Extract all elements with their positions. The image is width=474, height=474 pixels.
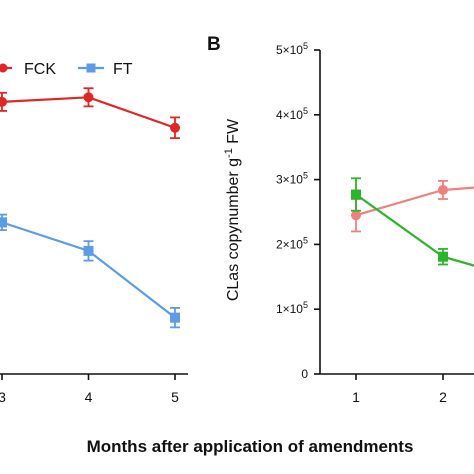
panel-b-y-tick-label: 3×105 [276,171,308,187]
panel-b-y-tick-label: 5×105 [276,41,308,57]
panel-a-series [0,87,180,329]
panel-b-series-0-point [351,210,361,221]
panel-a-x-tick-label: 3 [0,389,6,405]
panel-b-y-tick-label: 1×105 [276,300,308,316]
panel-a: FCK FT 3 4 5 [0,61,188,405]
panel-b-series-1-point [438,251,448,262]
panel-a-legend: FCK FT [0,61,133,78]
y-tick-base: 4×10 [276,108,303,122]
panel-b-series-1-line [355,193,474,267]
legend-marker-fck [0,63,8,73]
y-tick-base: 5×10 [276,43,303,57]
panel-b-x-tick-label: 2 [439,389,447,405]
legend-label-ft: FT [113,61,133,78]
y-tick-exponent: 5 [303,41,308,51]
y-tick-exponent: 5 [303,106,308,116]
legend-entry-ft: FT [78,61,133,78]
y-tick-base: 1×10 [276,302,303,316]
panel-a-series-1-line [1,221,176,319]
y-tick-exponent: 5 [303,235,308,245]
shared-x-axis-label: Months after application of amendments [87,437,414,456]
panel-b-label: B [207,34,221,55]
y-label-main: CLas copynumber g [225,158,242,301]
panel-b-series-1-point [351,189,361,200]
panel-b-y-tick-label: 4×105 [276,106,308,122]
panel-a-series-1-point [0,217,7,228]
y-tick-exponent: 5 [303,171,308,181]
panel-b-series-0-line [355,186,474,217]
legend-entry-fck: FCK [0,61,56,78]
y-tick-exponent: 5 [303,300,308,310]
panel-b-y-axis-label: CLas copynumber g-1 FW [223,118,242,301]
panel-b-x-tick-label: 1 [352,389,360,405]
y-tick-base: 0 [301,367,308,381]
panel-a-series-0-point [83,92,94,103]
panel-b-y-tick-label: 2×105 [276,235,308,251]
legend-label-fck: FCK [24,61,56,78]
y-label-unit: FW [225,118,242,148]
panel-b-series-0-point [438,184,448,195]
panel-a-series-0-point [0,96,7,107]
y-tick-base: 2×10 [276,237,303,251]
y-tick-base: 3×10 [276,173,303,187]
y-label-superscript: -1 [223,148,235,158]
panel-b: B CLas copynumber g-1 FW 01×1052×1053×10… [207,34,474,405]
panel-a-x-tick-label: 4 [85,389,93,405]
panel-b-y-tick-label: 0 [301,367,308,381]
panel-a-x-tick-label: 5 [171,389,179,405]
panel-b-series [351,177,474,267]
panel-a-series-0-point [170,122,180,133]
panel-a-series-1-point [83,245,94,256]
panel-a-x-ticks: 3 4 5 [0,374,179,405]
panel-a-series-1-point [170,312,180,323]
legend-marker-ft [86,63,96,73]
